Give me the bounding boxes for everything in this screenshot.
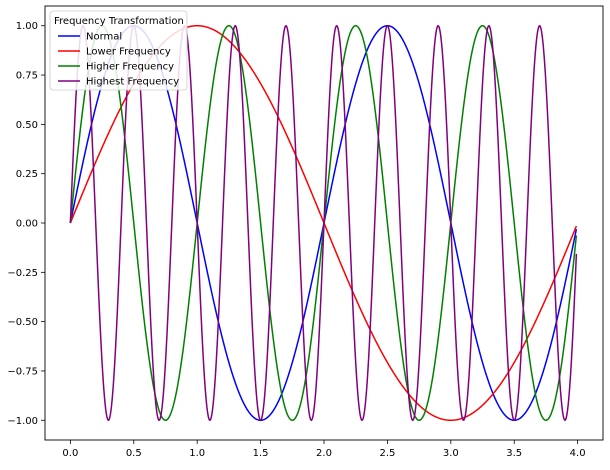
legend-box bbox=[49, 10, 188, 91]
y-tick-label: −0.25 bbox=[7, 268, 38, 279]
series-line-3 bbox=[69, 24, 578, 422]
legend: Frequency Transformation Normal Lower Fre… bbox=[49, 10, 188, 91]
x-tick-label: 3.5 bbox=[506, 448, 522, 459]
y-axis: −1.00 −0.75 −0.50 −0.25 0.00 0.25 0.50 0.75 1.00 bbox=[7, 21, 45, 427]
y-tick-label: −0.75 bbox=[7, 366, 38, 377]
legend-items: Normal Lower Frequency Higher Frequency Hig… bbox=[58, 32, 179, 88]
legend-label: Lower Frequency bbox=[86, 47, 171, 58]
y-tick-label: 0.25 bbox=[16, 169, 38, 180]
y-tick-label: 1.00 bbox=[16, 21, 38, 32]
legend-label: Highest Frequency bbox=[86, 77, 179, 88]
legend-title: Frequency Transformation bbox=[54, 16, 184, 27]
legend-label: Higher Frequency bbox=[86, 62, 174, 73]
x-tick-label: 4.0 bbox=[570, 448, 586, 459]
x-tick-label: 2.0 bbox=[316, 448, 332, 459]
x-axis: 0.0 0.5 1.0 1.5 2.0 2.5 3.0 3.5 4.0 bbox=[62, 440, 586, 459]
y-tick-label: 0.75 bbox=[16, 71, 38, 82]
y-tick-label: 0.00 bbox=[16, 219, 38, 230]
x-tick-label: 1.5 bbox=[253, 448, 269, 459]
x-tick-label: 0.0 bbox=[62, 448, 78, 459]
x-tick-label: 0.5 bbox=[126, 448, 142, 459]
y-tick-label: −0.50 bbox=[7, 317, 38, 328]
x-tick-label: 3.0 bbox=[443, 448, 459, 459]
legend-label: Normal bbox=[86, 32, 122, 43]
y-tick-label: 0.50 bbox=[16, 120, 38, 131]
x-tick-label: 1.0 bbox=[189, 448, 205, 459]
y-tick-label: −1.00 bbox=[7, 416, 38, 427]
x-tick-label: 2.5 bbox=[379, 448, 395, 459]
